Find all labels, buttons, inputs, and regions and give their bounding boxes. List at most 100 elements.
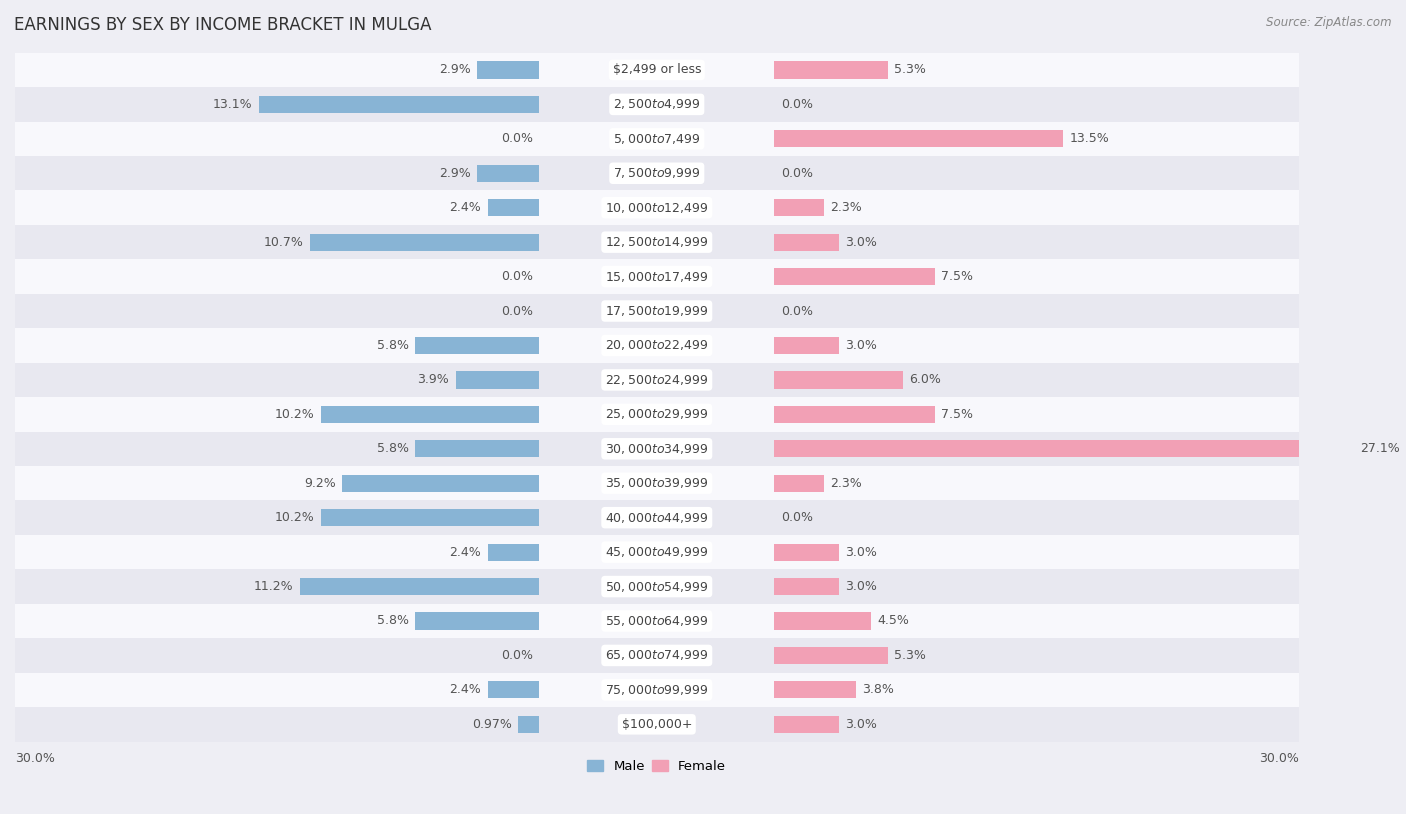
Text: $17,500 to $19,999: $17,500 to $19,999: [605, 304, 709, 318]
Text: 2.4%: 2.4%: [450, 545, 481, 558]
Bar: [775, 612, 870, 629]
Text: 10.2%: 10.2%: [274, 511, 315, 524]
Bar: [775, 199, 824, 217]
Text: 2.3%: 2.3%: [830, 477, 862, 490]
Text: $50,000 to $54,999: $50,000 to $54,999: [605, 580, 709, 593]
Bar: [15, 260, 1299, 294]
Text: 3.0%: 3.0%: [845, 339, 877, 352]
Text: 2.4%: 2.4%: [450, 201, 481, 214]
Text: 13.5%: 13.5%: [1070, 133, 1109, 146]
Text: 2.9%: 2.9%: [439, 63, 471, 77]
Text: 3.8%: 3.8%: [862, 684, 894, 697]
Text: $40,000 to $44,999: $40,000 to $44,999: [605, 510, 709, 525]
Text: 4.5%: 4.5%: [877, 615, 910, 628]
Text: 3.0%: 3.0%: [845, 580, 877, 593]
Bar: [15, 328, 1299, 363]
Bar: [477, 164, 538, 182]
Bar: [488, 544, 538, 561]
Bar: [321, 405, 538, 423]
Bar: [15, 156, 1299, 190]
Bar: [775, 61, 887, 79]
Text: 2.3%: 2.3%: [830, 201, 862, 214]
Bar: [775, 681, 856, 698]
Text: $45,000 to $49,999: $45,000 to $49,999: [605, 545, 709, 559]
Text: 27.1%: 27.1%: [1361, 442, 1400, 455]
Text: $2,499 or less: $2,499 or less: [613, 63, 702, 77]
Bar: [775, 405, 935, 423]
Text: 30.0%: 30.0%: [1258, 752, 1299, 765]
Bar: [415, 440, 538, 457]
Text: 0.0%: 0.0%: [501, 304, 533, 317]
Text: 10.2%: 10.2%: [274, 408, 315, 421]
Text: 0.0%: 0.0%: [780, 304, 813, 317]
Bar: [456, 371, 538, 388]
Bar: [342, 475, 538, 492]
Text: 5.3%: 5.3%: [894, 63, 927, 77]
Text: 0.0%: 0.0%: [501, 133, 533, 146]
Bar: [415, 612, 538, 629]
Text: 0.0%: 0.0%: [780, 167, 813, 180]
Bar: [775, 647, 887, 664]
Bar: [15, 604, 1299, 638]
Text: 0.0%: 0.0%: [501, 270, 533, 283]
Text: $5,000 to $7,499: $5,000 to $7,499: [613, 132, 700, 146]
Text: $25,000 to $29,999: $25,000 to $29,999: [605, 407, 709, 422]
Bar: [15, 225, 1299, 260]
Text: $30,000 to $34,999: $30,000 to $34,999: [605, 442, 709, 456]
Text: 5.8%: 5.8%: [377, 442, 409, 455]
Text: 30.0%: 30.0%: [15, 752, 55, 765]
Text: $75,000 to $99,999: $75,000 to $99,999: [605, 683, 709, 697]
Bar: [775, 440, 1354, 457]
Bar: [775, 716, 838, 733]
Text: Source: ZipAtlas.com: Source: ZipAtlas.com: [1267, 16, 1392, 29]
Bar: [299, 578, 538, 595]
Text: EARNINGS BY SEX BY INCOME BRACKET IN MULGA: EARNINGS BY SEX BY INCOME BRACKET IN MUL…: [14, 16, 432, 34]
Bar: [15, 535, 1299, 569]
Text: 6.0%: 6.0%: [910, 374, 941, 387]
Text: $22,500 to $24,999: $22,500 to $24,999: [605, 373, 709, 387]
Text: $2,500 to $4,999: $2,500 to $4,999: [613, 98, 700, 112]
Bar: [15, 431, 1299, 466]
Bar: [415, 337, 538, 354]
Bar: [15, 190, 1299, 225]
Text: $35,000 to $39,999: $35,000 to $39,999: [605, 476, 709, 490]
Text: $15,000 to $17,499: $15,000 to $17,499: [605, 269, 709, 283]
Bar: [775, 234, 838, 251]
Bar: [775, 371, 903, 388]
Bar: [15, 501, 1299, 535]
Bar: [15, 87, 1299, 121]
Text: 3.0%: 3.0%: [845, 235, 877, 248]
Bar: [15, 707, 1299, 742]
Bar: [775, 337, 838, 354]
Bar: [477, 61, 538, 79]
Text: 0.0%: 0.0%: [780, 511, 813, 524]
Bar: [311, 234, 538, 251]
Bar: [15, 121, 1299, 156]
Bar: [15, 294, 1299, 328]
Bar: [775, 130, 1063, 147]
Bar: [15, 466, 1299, 501]
Text: 5.8%: 5.8%: [377, 615, 409, 628]
Text: $10,000 to $12,499: $10,000 to $12,499: [605, 201, 709, 215]
Text: 11.2%: 11.2%: [253, 580, 292, 593]
Text: $65,000 to $74,999: $65,000 to $74,999: [605, 649, 709, 663]
Bar: [15, 397, 1299, 431]
Text: $20,000 to $22,499: $20,000 to $22,499: [605, 339, 709, 352]
Bar: [15, 363, 1299, 397]
Text: 3.0%: 3.0%: [845, 718, 877, 731]
Text: 13.1%: 13.1%: [212, 98, 253, 111]
Bar: [15, 672, 1299, 707]
Text: 9.2%: 9.2%: [304, 477, 336, 490]
Text: 10.7%: 10.7%: [264, 235, 304, 248]
Bar: [775, 578, 838, 595]
Text: $100,000+: $100,000+: [621, 718, 692, 731]
Bar: [488, 681, 538, 698]
Text: 5.8%: 5.8%: [377, 339, 409, 352]
Text: 0.0%: 0.0%: [501, 649, 533, 662]
Bar: [775, 268, 935, 285]
Text: 7.5%: 7.5%: [942, 408, 973, 421]
Text: 7.5%: 7.5%: [942, 270, 973, 283]
Text: 0.0%: 0.0%: [780, 98, 813, 111]
Legend: Male, Female: Male, Female: [582, 755, 731, 778]
Bar: [15, 569, 1299, 604]
